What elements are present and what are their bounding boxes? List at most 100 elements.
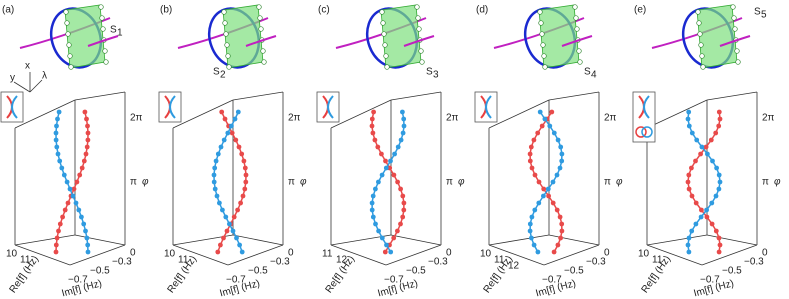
box-edge xyxy=(548,234,600,246)
surface-node xyxy=(225,53,231,59)
blue-curve-point xyxy=(550,179,556,185)
blue-curve-point xyxy=(230,228,236,234)
red-curve-point xyxy=(231,214,237,220)
im-tick-label: −0.5 xyxy=(564,266,584,277)
phase-tick-label: π xyxy=(288,177,295,188)
red-curve-point xyxy=(555,242,561,248)
blue-curve-point xyxy=(686,249,692,255)
blue-curve-point xyxy=(85,249,91,255)
red-curve-point xyxy=(243,172,249,178)
blue-curve-point xyxy=(717,179,723,185)
surface-node xyxy=(103,59,109,65)
blue-curve-point xyxy=(225,130,231,136)
blue-curve-point xyxy=(693,221,699,227)
box-edge xyxy=(74,234,126,246)
re-tick-label: 11 xyxy=(178,255,189,266)
blue-curve-point xyxy=(388,249,394,255)
surface-node xyxy=(260,48,266,54)
red-curve-point xyxy=(391,235,397,241)
red-curve-point xyxy=(85,123,90,129)
magenta-line xyxy=(561,35,593,47)
blue-curve-point xyxy=(714,165,719,171)
im-tick-label: −0.7 xyxy=(68,275,88,286)
phase-tick-label: 2π xyxy=(762,113,775,124)
red-curve-point xyxy=(541,186,547,192)
blue-curve-point xyxy=(54,123,59,129)
im-tick-label: −0.7 xyxy=(226,275,246,286)
surface-node xyxy=(537,9,543,15)
blue-curve-point xyxy=(56,109,62,115)
re-tick-label: 10 xyxy=(164,249,176,260)
red-curve-point xyxy=(713,130,719,136)
red-curve-point xyxy=(370,130,376,136)
blue-curve-point xyxy=(698,214,704,220)
red-curve-point xyxy=(398,221,403,227)
re-tick-label: 11 xyxy=(20,255,31,266)
surface-name: S xyxy=(213,67,220,78)
red-curve-point xyxy=(53,242,59,248)
blue-curve-point xyxy=(83,228,88,234)
surface-node xyxy=(261,59,267,65)
box-edge xyxy=(706,91,758,101)
blue-curve-point xyxy=(685,242,691,248)
blue-curve-point xyxy=(716,186,722,192)
blue-curve-point xyxy=(689,228,695,234)
phase-axis-label: φ xyxy=(458,177,465,188)
blue-curve-point xyxy=(694,137,700,143)
phase-tick-label: π xyxy=(130,177,137,188)
blue-curve-point xyxy=(53,137,59,143)
red-curve-point xyxy=(401,207,407,213)
red-curve-point xyxy=(717,116,723,122)
red-curve-point xyxy=(708,137,714,143)
red-curve-point xyxy=(391,172,397,178)
box-edge xyxy=(646,234,708,246)
blue-curve-point xyxy=(547,123,553,129)
red-curve-point xyxy=(539,123,545,129)
red-curve-point xyxy=(531,137,537,143)
im-tick-label: −0.3 xyxy=(428,257,448,268)
inset-blue xyxy=(643,95,650,119)
red-curve-point xyxy=(686,172,692,178)
red-curve-point xyxy=(79,165,85,171)
blue-curve-point xyxy=(53,130,59,136)
blue-curve-point xyxy=(704,207,709,213)
blue-curve-point xyxy=(215,151,221,157)
blue-curve-point xyxy=(400,130,406,136)
surface-node xyxy=(700,64,706,70)
surface-node xyxy=(541,53,547,59)
red-curve-point xyxy=(221,235,226,241)
im-tick-label: −0.3 xyxy=(744,257,764,268)
surface xyxy=(222,4,264,69)
surface-node xyxy=(99,15,105,21)
red-curve-point xyxy=(716,123,722,129)
red-curve-point xyxy=(218,242,223,248)
red-curve-point xyxy=(53,249,59,255)
red-curve-point xyxy=(535,130,541,136)
re-tick-label: 10 xyxy=(638,249,650,260)
red-curve-point xyxy=(703,144,709,150)
red-curve-point xyxy=(84,116,89,122)
phase-tick-label: π xyxy=(762,177,769,188)
blue-curve-point xyxy=(536,200,542,206)
blue-curve-point xyxy=(685,116,691,122)
surface-node xyxy=(380,20,386,26)
blue-curve-point xyxy=(239,249,245,255)
surface-node xyxy=(382,42,388,48)
surface-node xyxy=(542,64,548,70)
surface-node xyxy=(695,9,701,15)
phase-tick-label: 2π xyxy=(446,113,459,124)
blue-curve-point xyxy=(217,200,222,206)
panel-label: (c) xyxy=(318,5,330,16)
blue-curve xyxy=(529,111,563,253)
blue-curve-point xyxy=(55,151,61,157)
blue-curve-point xyxy=(527,228,533,234)
red-curve-point xyxy=(689,193,695,199)
blue-curve-point xyxy=(211,179,217,185)
box-edge xyxy=(701,244,758,266)
blue-curve-point xyxy=(54,144,60,150)
magenta-line xyxy=(87,35,119,47)
surface-node xyxy=(418,48,424,54)
box-edge xyxy=(227,244,284,266)
